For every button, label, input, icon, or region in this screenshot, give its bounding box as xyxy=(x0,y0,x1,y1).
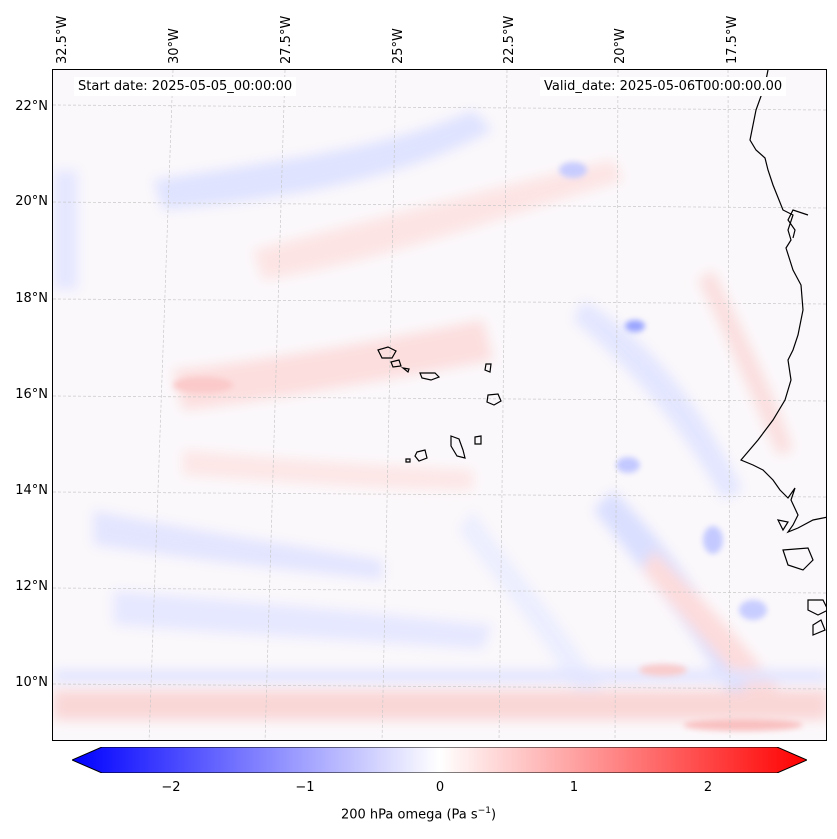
island-sal xyxy=(484,363,492,373)
coast-guinea-bissau xyxy=(807,599,826,616)
lon-label-25w: 25°W xyxy=(391,28,406,64)
omega-features xyxy=(173,162,803,731)
island-sao-vicente xyxy=(390,359,402,368)
coast-fragment-2 xyxy=(787,209,809,239)
lon-label-27-5w: 27.5°W xyxy=(279,15,294,64)
colorbar-tick-minus1: −1 xyxy=(295,780,315,795)
island-fogo xyxy=(414,449,428,462)
start-date-label: Start date: 2025-05-05_00:00:00 xyxy=(74,77,297,96)
colorbar-tick-0: 0 xyxy=(435,780,445,795)
coast-west-africa xyxy=(740,70,826,534)
lon-label-30w: 30°W xyxy=(167,28,182,64)
lon-label-32-5w: 32.5°W xyxy=(55,15,70,64)
colorbar-gradient xyxy=(72,747,807,773)
lat-label-20n: 20°N xyxy=(15,194,48,209)
island-sao-nicolau xyxy=(419,372,441,381)
island-boa-vista xyxy=(486,393,502,406)
island-santa-luzia xyxy=(400,367,410,374)
omega-map[interactable] xyxy=(52,69,827,741)
lat-label-18n: 18°N xyxy=(15,291,48,306)
graticule xyxy=(53,70,826,740)
islands-bijagos xyxy=(812,619,826,636)
lon-label-20w: 20°W xyxy=(613,28,628,64)
colorbar-label: 200 hPa omega (Pa s−1) xyxy=(340,806,497,823)
colorbar-tick-1: 1 xyxy=(569,780,579,795)
island-maio xyxy=(474,435,482,445)
island-brava xyxy=(405,458,411,463)
island-santo-antao xyxy=(377,346,397,359)
colorbar-tick-minus2: −2 xyxy=(161,780,181,795)
lon-label-22-5w: 22.5°W xyxy=(502,15,517,64)
island-santiago xyxy=(450,435,466,459)
lat-label-22n: 22°N xyxy=(15,99,48,114)
coast-gambia-senegal xyxy=(782,547,814,571)
lat-label-10n: 10°N xyxy=(15,675,48,690)
valid-date-label: Valid_date: 2025-05-06T00:00:00.00 xyxy=(540,77,787,96)
coastlines xyxy=(377,70,826,636)
lon-label-17-5w: 17.5°W xyxy=(725,15,740,64)
coast-fragment-1 xyxy=(776,519,789,532)
colorbar-tick-2: 2 xyxy=(703,780,713,795)
lat-label-14n: 14°N xyxy=(15,483,48,498)
lat-label-12n: 12°N xyxy=(15,579,48,594)
map-canvas xyxy=(53,70,826,740)
colorbar xyxy=(72,747,807,773)
lat-label-16n: 16°N xyxy=(15,387,48,402)
